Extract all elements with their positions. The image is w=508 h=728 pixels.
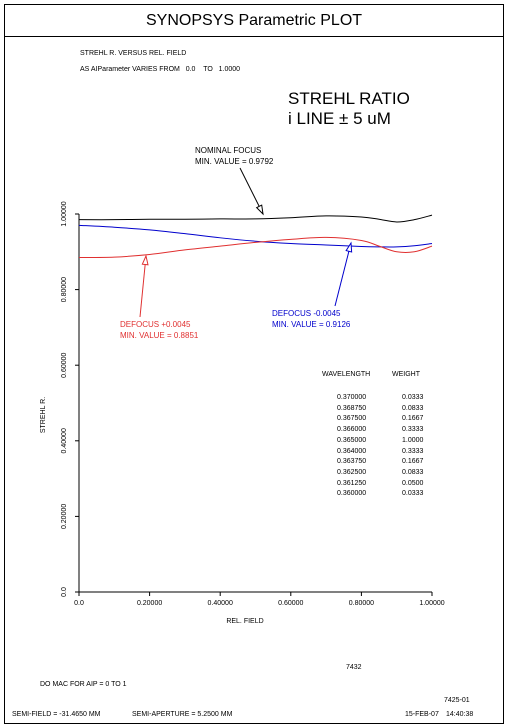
y-tick-label: 0.20000 — [61, 504, 68, 529]
table-wavelength-cell: 0.368750 — [337, 404, 367, 412]
table-weight-cell: 0.0333 — [402, 490, 424, 498]
header-line1: STREHL R. VERSUS REL. FIELD — [80, 50, 187, 57]
table-wavelength-cell: 0.360000 — [337, 490, 367, 498]
table-wavelength-cell: 0.365000 — [337, 436, 367, 444]
x-tick-label: 0.20000 — [137, 600, 162, 607]
plot-title-line2: i LINE ± 5 uM — [288, 109, 391, 128]
x-axis-label: REL. FIELD — [226, 618, 263, 625]
table-wavelength-cell: 0.362500 — [337, 468, 367, 476]
defocus-minus-pointer-arrow — [334, 242, 352, 307]
defocus-plus-min: MIN. VALUE = 0.8851 — [120, 331, 199, 340]
chart-series — [78, 214, 433, 258]
table-weight-cell: 0.3333 — [402, 426, 424, 434]
chart-ticks: 0.0 0.20000 0.40000 0.60000 0.80000 1.00000 0.… — [61, 201, 445, 607]
footer-code: 7425-01 — [444, 697, 470, 704]
header-prefix: AS AIParameter VARIES FROM — [80, 66, 180, 73]
table-header-weight: WEIGHT — [392, 371, 420, 378]
table-weight-cell: 1.0000 — [402, 436, 424, 444]
x-tick-label: 1.00000 — [419, 600, 444, 607]
series-line-defocus-0-0045 — [78, 224, 433, 248]
plot-window: SYNOPSYS Parametric PLOT — [4, 4, 504, 724]
y-tick-label: 0.40000 — [61, 428, 68, 453]
table-weight-cell: 0.0333 — [402, 394, 424, 401]
footer-semi-field: SEMI-FIELD = -31.4650 MM — [12, 711, 101, 718]
table-wavelength-cell: 0.366000 — [337, 426, 367, 434]
nominal-min: MIN. VALUE = 0.9792 — [195, 157, 274, 166]
x-tick-label: 0.80000 — [349, 600, 374, 607]
table-weight-cell: 0.3333 — [402, 447, 424, 455]
y-tick-label: 0.0 — [61, 587, 68, 597]
annotation-pointers — [139, 167, 353, 318]
table-weight-cell: 0.0833 — [402, 404, 424, 412]
table-weight-cell: 0.0833 — [402, 468, 424, 476]
table-weight-cell: 0.1667 — [402, 458, 424, 466]
table-wavelength-cell: 0.370000 — [337, 394, 367, 401]
defocus-minus-pointer-arrow-head — [345, 241, 353, 253]
table-wavelength-cell: 0.364000 — [337, 447, 367, 455]
footer-id-number: 7432 — [346, 664, 362, 671]
table-header-wavelength: WAVELENGTH — [322, 371, 371, 378]
window-title: SYNOPSYS Parametric PLOT — [5, 5, 503, 37]
defocus-minus-label: DEFOCUS -0.0045 — [272, 309, 341, 318]
y-tick-label: 1.00000 — [61, 201, 68, 226]
header-from: 0.0 — [185, 66, 196, 73]
x-tick-label: 0.40000 — [208, 600, 233, 607]
defocus-plus-pointer-arrow — [139, 255, 147, 318]
footer-date: 15-FEB-07 — [405, 711, 439, 718]
table-wavelength-cell: 0.361250 — [337, 479, 367, 487]
header-to-label: TO — [203, 66, 213, 73]
table-wavelength-cell: 0.363750 — [337, 458, 367, 466]
nominal-pointer-arrow-head — [255, 204, 264, 216]
defocus-minus-min: MIN. VALUE = 0.9126 — [272, 320, 351, 329]
table-wavelength-cell: 0.367500 — [337, 415, 367, 423]
header-to: 1.0000 — [218, 66, 241, 73]
y-tick-label: 0.60000 — [61, 352, 68, 377]
table-weight-cell: 0.0500 — [402, 479, 424, 487]
header-line2: AS AIParameter VARIES FROM 0.0 TO 1.0000 — [80, 66, 240, 73]
footer-time: 14:40:38 — [446, 711, 474, 718]
defocus-plus-label: DEFOCUS +0.0045 — [120, 320, 191, 329]
chart-axes — [78, 214, 432, 593]
plot-title-line1: STREHL RATIO — [288, 89, 410, 108]
footer-macro-note: DO MAC FOR AIP = 0 TO 1 — [40, 681, 127, 688]
footer-semi-aperture: SEMI-APERTURE = 5.2500 MM — [132, 711, 233, 718]
nominal-label: NOMINAL FOCUS — [195, 146, 262, 155]
x-tick-label: 0.60000 — [278, 600, 303, 607]
table-weight-cell: 0.1667 — [402, 415, 424, 423]
y-axis-label: STREHL R. — [40, 397, 47, 433]
defocus-plus-pointer-arrow-head — [141, 254, 149, 266]
x-tick-label: 0.0 — [74, 600, 84, 607]
series-line-defocus-0-0045 — [78, 236, 433, 258]
y-tick-label: 0.80000 — [61, 277, 68, 302]
series-line-nominal-focus — [78, 214, 433, 223]
